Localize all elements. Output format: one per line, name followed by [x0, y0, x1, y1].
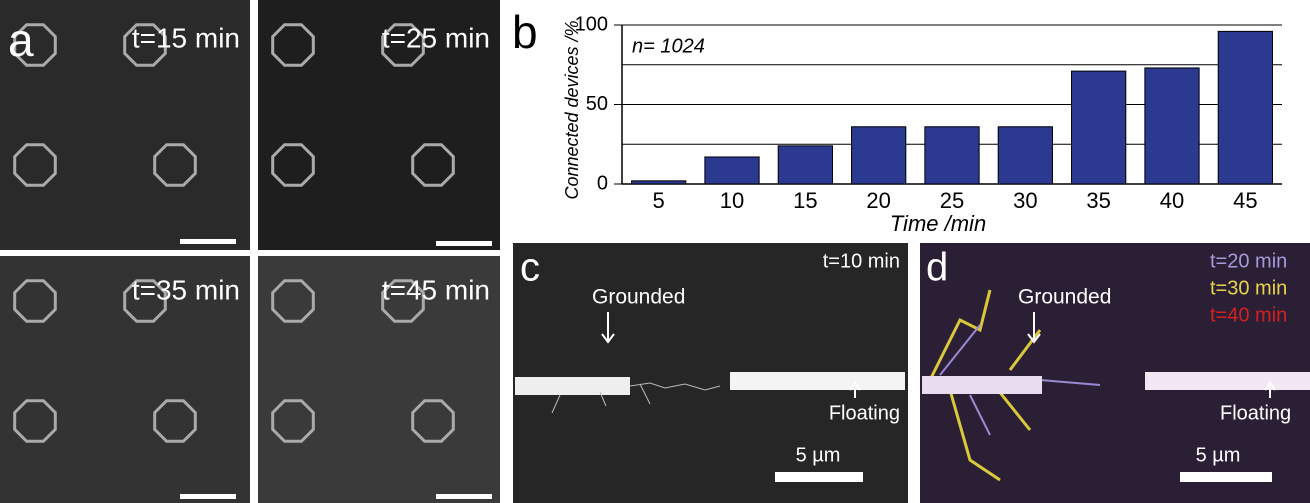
bar	[1144, 67, 1200, 185]
x-tick-label: 40	[1160, 188, 1184, 213]
x-tick-label: 45	[1233, 188, 1257, 213]
pad	[13, 143, 57, 187]
pad	[411, 143, 455, 187]
bar	[924, 126, 980, 185]
scale-bars	[180, 239, 492, 499]
x-tick-label: 20	[866, 188, 890, 213]
arrows	[1027, 312, 1276, 398]
arrows	[601, 312, 861, 398]
time-label: t=30 min	[1210, 277, 1287, 299]
scale-label: 5 µm	[1196, 444, 1241, 466]
panel-label: b	[512, 6, 538, 58]
nanowires	[939, 324, 1101, 436]
panel-a	[0, 0, 500, 503]
electrode	[515, 377, 630, 395]
x-tick-label: 10	[720, 188, 744, 213]
x-tick-label: 30	[1013, 188, 1037, 213]
pad	[271, 143, 315, 187]
pad	[381, 23, 425, 67]
scale-bar	[436, 241, 492, 246]
scale-bar	[436, 494, 492, 499]
y-tick-label: 100	[575, 13, 608, 35]
y-axis-label: Connected devices /%	[562, 20, 582, 199]
micrograph	[258, 0, 500, 250]
pad	[411, 399, 455, 443]
bar	[777, 145, 833, 185]
bar	[997, 126, 1053, 185]
pad	[271, 23, 315, 67]
y-tick-label: 0	[597, 172, 608, 194]
time-label: t=10 min	[823, 250, 900, 272]
x-tick-label: 15	[793, 188, 817, 213]
x-tick-label: 25	[940, 188, 964, 213]
panel-label: a	[8, 14, 34, 66]
scale-label: 5 µm	[796, 444, 841, 466]
annotation: Floating	[1220, 402, 1291, 424]
panel-label: c	[520, 246, 540, 290]
pad	[271, 399, 315, 443]
nanowires	[551, 382, 721, 414]
pad	[13, 23, 57, 67]
panel-label: d	[926, 246, 948, 290]
pad	[153, 143, 197, 187]
pad	[271, 279, 315, 323]
bar	[704, 156, 760, 185]
y-tick-label: 50	[586, 93, 608, 115]
time-label: t=25 min	[382, 22, 490, 53]
micrograph	[258, 256, 500, 503]
scale-bar	[775, 472, 863, 482]
electrode	[730, 372, 905, 390]
bar	[851, 126, 907, 185]
time-label: t=15 min	[132, 22, 240, 53]
x-tick-label: 35	[1086, 188, 1110, 213]
pad	[153, 399, 197, 443]
bar	[1071, 70, 1127, 185]
x-tick-label: 5	[653, 188, 665, 213]
time-label: t=45 min	[382, 274, 490, 305]
bar	[1217, 30, 1273, 185]
scale-bar	[180, 239, 236, 244]
nanowires	[928, 289, 1042, 482]
time-label: t=35 min	[132, 274, 240, 305]
time-label: t=40 min	[1210, 304, 1287, 326]
electrode	[922, 376, 1042, 394]
pad	[13, 399, 57, 443]
pad	[13, 279, 57, 323]
bar	[631, 180, 687, 185]
scale-bar	[180, 494, 236, 499]
pad	[123, 23, 167, 67]
annotation: Grounded	[1018, 286, 1111, 309]
pad	[381, 279, 425, 323]
x-axis-label: Time /min	[890, 211, 986, 236]
scale-bar	[1180, 472, 1272, 482]
annotation: Grounded	[592, 286, 685, 309]
pad	[123, 279, 167, 323]
time-label: t=20 min	[1210, 250, 1287, 272]
electrode	[1145, 372, 1310, 390]
annotation: Floating	[829, 402, 900, 424]
annotation: n= 1024	[632, 35, 705, 57]
